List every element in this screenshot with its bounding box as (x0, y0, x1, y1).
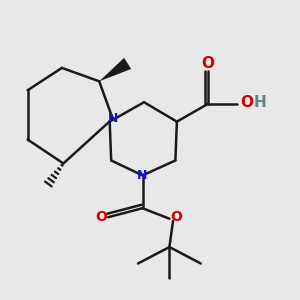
Text: N: N (107, 112, 118, 125)
Text: O: O (201, 56, 214, 71)
Polygon shape (99, 58, 131, 81)
Text: H: H (254, 95, 267, 110)
Text: O: O (240, 95, 253, 110)
Text: O: O (170, 210, 182, 224)
Text: O: O (95, 210, 107, 224)
Text: N: N (137, 169, 148, 182)
